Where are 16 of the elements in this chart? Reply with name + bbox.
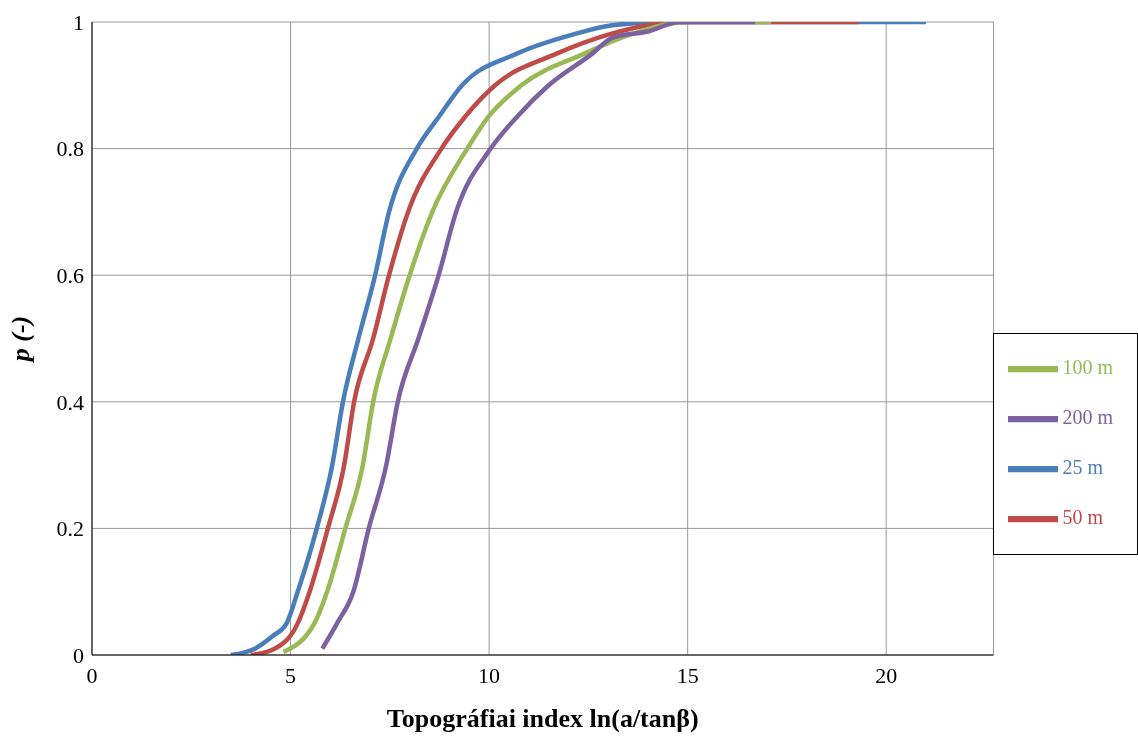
y-tick-label: 0.6 [56, 263, 84, 289]
y-tick-label: 0.8 [56, 136, 84, 162]
y-tick-label: 0.4 [56, 389, 84, 415]
y-tick-label: 0 [73, 642, 84, 668]
x-axis-title: Topográfiai index ln(a/tanβ) [386, 704, 699, 733]
legend-label: 100 m [1062, 355, 1113, 378]
legend-label: 200 m [1062, 405, 1113, 428]
legend-label: 50 m [1062, 505, 1103, 528]
x-tick-label: 10 [478, 662, 501, 688]
x-tick-label: 5 [285, 662, 297, 688]
y-axis-title: p (-) [6, 315, 36, 364]
y-tick-label: 0.2 [56, 516, 84, 542]
y-tick-label: 1 [73, 9, 84, 35]
legend-label: 25 m [1062, 455, 1103, 478]
x-tick-label: 15 [676, 662, 699, 688]
x-tick-label: 20 [875, 662, 898, 688]
